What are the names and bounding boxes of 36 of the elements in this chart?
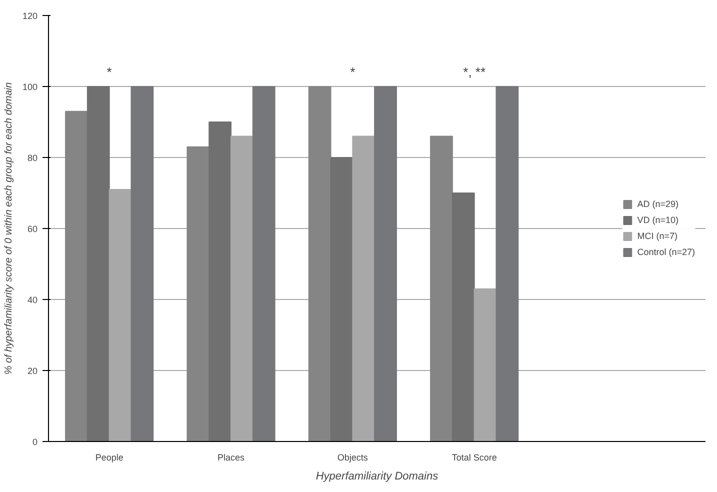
- legend-label: VD (n=10): [637, 215, 678, 225]
- annotation: *: [106, 64, 112, 80]
- bar: [208, 122, 232, 442]
- y-tick-label: 20: [27, 366, 38, 376]
- y-axis-title: % of hyperfamiliarity score of 0 within each group for each domain: [3, 82, 14, 375]
- x-axis-title: Hyperfamiliarity Domains: [316, 470, 439, 482]
- bar: [86, 86, 110, 442]
- bar: [65, 110, 88, 442]
- bar: [186, 146, 210, 442]
- x-tick-label: Objects: [337, 452, 368, 462]
- bar: [430, 136, 453, 442]
- bar: [474, 288, 497, 442]
- y-tick-label: 0: [32, 437, 38, 447]
- bar: [374, 86, 397, 442]
- bar: [130, 86, 154, 442]
- bar: [452, 192, 475, 442]
- y-tick-label: 80: [27, 153, 38, 163]
- bar: [108, 188, 132, 442]
- bar: [230, 136, 254, 442]
- legend-label: MCI (n=7): [637, 231, 678, 241]
- x-tick-label: People: [95, 452, 124, 462]
- legend-label: Control (n=27): [637, 247, 695, 257]
- annotation: *: [350, 64, 356, 80]
- annotation: *, **: [463, 64, 486, 80]
- legend-label: AD (n=29): [637, 199, 678, 209]
- x-tick-label: Total Score: [452, 452, 497, 462]
- y-tick-label: 100: [22, 82, 38, 92]
- bar: [496, 86, 519, 442]
- y-tick-label: 60: [27, 224, 38, 234]
- bar: [352, 136, 376, 442]
- y-tick-label: 120: [22, 11, 38, 21]
- y-tick-label: 40: [27, 295, 38, 305]
- bar: [308, 86, 332, 442]
- bar: [330, 157, 354, 442]
- bar: [252, 86, 276, 442]
- x-tick-label: Places: [217, 452, 246, 462]
